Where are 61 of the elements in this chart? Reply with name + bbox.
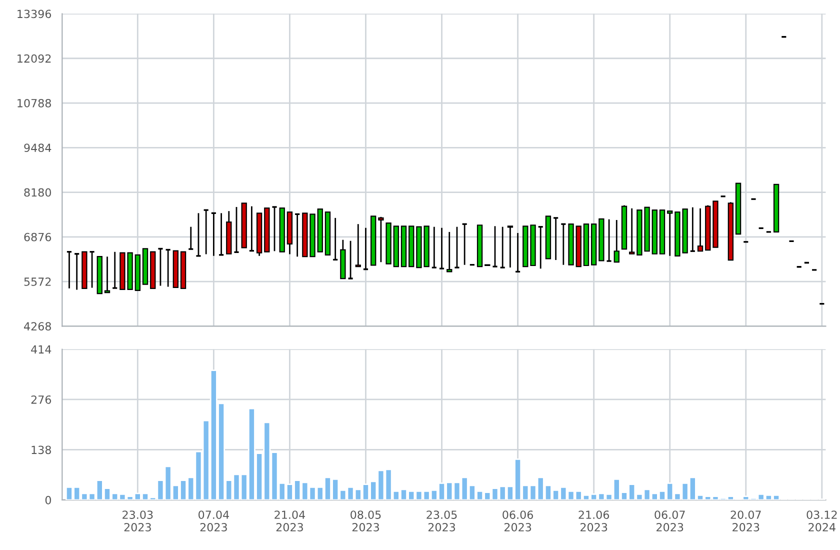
candlestick bbox=[507, 225, 514, 268]
candlestick bbox=[88, 250, 96, 288]
candlestick bbox=[332, 217, 338, 261]
candlestick bbox=[233, 206, 240, 253]
candlestick bbox=[697, 208, 704, 252]
candlestick bbox=[667, 210, 673, 257]
x-tick-label: 08.05 2023 bbox=[350, 510, 381, 532]
y-tick-label: 12092 bbox=[18, 54, 51, 63]
y-tick-label: 9484 bbox=[24, 144, 52, 152]
candlestick bbox=[560, 223, 567, 266]
x-tick-label: 06.06 2023 bbox=[502, 510, 534, 532]
candlestick bbox=[362, 227, 369, 270]
candlestick bbox=[431, 226, 438, 268]
candlestick bbox=[218, 212, 224, 256]
candlestick bbox=[614, 219, 620, 263]
y-tick-label: 276 bbox=[31, 395, 52, 404]
candlestick bbox=[537, 226, 544, 270]
candlestick bbox=[454, 226, 460, 268]
candlestick bbox=[248, 206, 255, 252]
candlestick bbox=[492, 225, 498, 268]
x-tick-label: 07.04 2023 bbox=[198, 510, 229, 532]
candlestick bbox=[294, 213, 300, 258]
x-tick-label: 21.06 2023 bbox=[578, 510, 610, 532]
y-tick-label: 13396 bbox=[18, 10, 52, 18]
candlestick bbox=[271, 206, 278, 252]
y-tick-label: 0 bbox=[45, 496, 52, 504]
candlestick bbox=[606, 218, 612, 262]
candlestick bbox=[347, 240, 354, 280]
candlestick bbox=[499, 226, 506, 268]
x-tick-label: 23.03 2023 bbox=[122, 510, 153, 532]
candlestick bbox=[66, 250, 72, 290]
candlestick bbox=[104, 256, 110, 294]
y-tick-label: 8180 bbox=[24, 188, 52, 197]
candlestick bbox=[552, 217, 559, 261]
y-tick-label: 4268 bbox=[24, 322, 51, 331]
y-tick-label: 6876 bbox=[24, 232, 52, 242]
candlestick bbox=[629, 208, 635, 255]
candlestick bbox=[446, 231, 452, 272]
candlestick bbox=[461, 223, 468, 266]
y-tick-label: 414 bbox=[31, 345, 52, 354]
candlestick bbox=[164, 248, 172, 288]
candlestick bbox=[438, 227, 445, 270]
candlestick bbox=[74, 253, 80, 290]
candlestick bbox=[690, 206, 696, 252]
candlestick bbox=[514, 232, 521, 272]
candlestick bbox=[378, 216, 384, 263]
candlestick bbox=[188, 226, 194, 250]
x-tick-label: 21.04 2023 bbox=[274, 510, 305, 532]
x-tick-label: 06.07 2023 bbox=[654, 510, 685, 532]
x-tick-label: 23.05 2023 bbox=[426, 510, 457, 532]
y-tick-label: 10788 bbox=[18, 98, 51, 108]
y-tick-label: 5572 bbox=[24, 277, 51, 286]
candlestick bbox=[355, 223, 361, 268]
candlestick bbox=[195, 212, 202, 257]
candlestick bbox=[202, 209, 210, 255]
candlestick bbox=[210, 212, 217, 257]
x-tick-label: 20.07 2023 bbox=[730, 510, 761, 532]
y-tick-label: 138 bbox=[32, 446, 51, 454]
candlestick bbox=[112, 251, 118, 289]
x-tick-label: 03.12 2024 bbox=[806, 510, 837, 532]
candlestick bbox=[157, 248, 164, 286]
